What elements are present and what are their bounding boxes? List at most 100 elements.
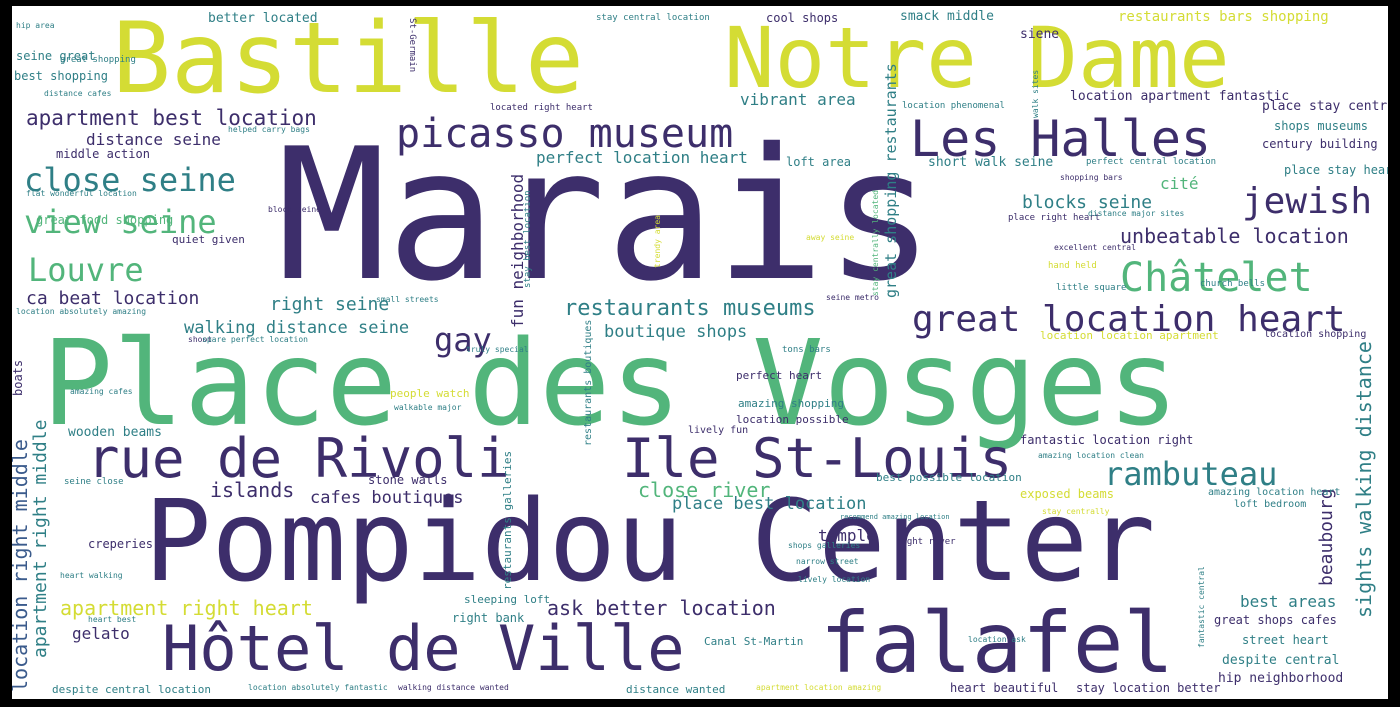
word: walking distance seine — [184, 318, 410, 338]
word: stay best location — [523, 190, 533, 288]
word: best areas — [1240, 592, 1337, 611]
word: located right heart — [490, 103, 593, 113]
word: flat wonderful location — [26, 189, 137, 198]
word: right river — [896, 537, 956, 547]
word: great shopping — [60, 55, 136, 65]
word: despite central — [1222, 653, 1340, 668]
word: location ask — [968, 635, 1026, 644]
word: walk sites — [1031, 69, 1040, 118]
word: heart beautiful — [950, 681, 1059, 695]
word: view seine — [24, 203, 217, 241]
word: location possible — [736, 413, 849, 426]
word: creperies — [88, 537, 154, 551]
word: Ile St-Louis — [622, 427, 1013, 490]
word: distance wanted — [626, 683, 726, 696]
word: restaurants museums — [564, 296, 816, 321]
word: hand held — [1048, 261, 1097, 271]
word: apartment location amazing — [756, 683, 882, 692]
word: Pompidou Center — [144, 477, 1156, 607]
word: excellent central — [1054, 243, 1136, 252]
word: amazing cafes — [70, 387, 133, 396]
word: great food shopping — [36, 213, 174, 227]
word: helped carry bags — [228, 125, 310, 134]
word: better located — [208, 11, 318, 26]
word: falafel — [820, 594, 1175, 692]
word: place best location — [672, 494, 867, 514]
word: seine metro — [826, 293, 879, 302]
word: lively location — [798, 575, 871, 584]
word: right bank — [452, 611, 525, 625]
word: best shopping — [14, 69, 108, 83]
word: great shopping restaurants — [882, 63, 900, 298]
word: shoot — [188, 335, 213, 344]
word: stay location better — [1076, 681, 1221, 695]
word: narrow street — [796, 557, 859, 566]
word: spare perfect location — [202, 335, 308, 344]
word: vibrant area — [740, 90, 856, 109]
word: sights walking distance — [1352, 341, 1376, 618]
word: people watch — [390, 387, 470, 400]
word: islands — [210, 478, 295, 502]
word: distance seine — [86, 130, 221, 149]
word: stay centrally located — [871, 190, 880, 296]
word: great location heart — [912, 299, 1346, 340]
word: close river — [638, 478, 771, 502]
word: wooden beams — [68, 425, 162, 440]
word: block seine — [268, 205, 321, 214]
word: ca beat location — [26, 288, 200, 309]
word: restaurants galleries — [501, 450, 514, 590]
word: church bells — [1200, 279, 1266, 289]
word: distance cafes — [44, 89, 112, 98]
word: restaurants boutiques — [583, 319, 594, 446]
word: recommend amazing location — [840, 513, 950, 521]
word: fantastic location right — [1020, 433, 1194, 447]
word: truly special — [466, 345, 529, 354]
word: seine great — [16, 49, 96, 63]
word: quiet given — [172, 233, 245, 246]
word: apartment right middle — [30, 419, 51, 658]
word: amazing shopping — [738, 397, 844, 410]
word: walking distance wanted — [398, 683, 509, 692]
word: siene — [1020, 27, 1060, 42]
word: location shopping — [1264, 329, 1367, 340]
word: Place des Vosges — [42, 314, 1179, 452]
word: cité — [1160, 174, 1199, 193]
word: away seine — [806, 233, 855, 242]
word: century building — [1262, 137, 1378, 151]
word: restaurants bars shopping — [1118, 9, 1329, 25]
word: picasso museum — [396, 111, 734, 157]
word: perfect location heart — [536, 148, 748, 167]
word: apartment best location — [26, 106, 317, 130]
word: small streets — [376, 295, 439, 304]
word: boutique shops — [604, 322, 748, 342]
word: location absolutely fantastic — [248, 683, 388, 692]
word: beaubourg — [1316, 488, 1337, 586]
word: Hôtel de Ville — [162, 612, 685, 685]
word: location apartment fantastic — [1070, 89, 1290, 104]
word: lively fun — [688, 425, 749, 436]
word: distance major sites — [1088, 209, 1185, 218]
word: location phenomenal — [902, 101, 1005, 111]
word: shops galleries — [788, 541, 861, 550]
word: Notre Dame — [724, 9, 1230, 107]
word: seine close — [64, 477, 124, 487]
word: stone walls — [368, 473, 448, 487]
word: shopping bars — [1060, 173, 1123, 182]
word: blocks seine — [1022, 192, 1153, 213]
word: amazing location heart — [1208, 487, 1341, 498]
word: Les Halles — [910, 110, 1212, 168]
word: great shops cafes — [1214, 613, 1337, 627]
word: ask better location — [547, 596, 776, 620]
word: despite central location — [52, 683, 211, 696]
word: place right heart — [1008, 213, 1101, 223]
word: unbeatable location — [1120, 224, 1349, 248]
word: stay centrally — [1042, 507, 1110, 516]
word: rambuteau — [1104, 455, 1278, 493]
word: St-Germain — [407, 18, 417, 73]
word: sleeping loft — [464, 593, 551, 606]
word: walkable major — [394, 403, 462, 412]
word: smack middle — [900, 9, 994, 24]
word: hip neighborhood — [1218, 671, 1344, 686]
word: perfect heart — [736, 369, 823, 382]
word: trendy area — [653, 215, 662, 268]
